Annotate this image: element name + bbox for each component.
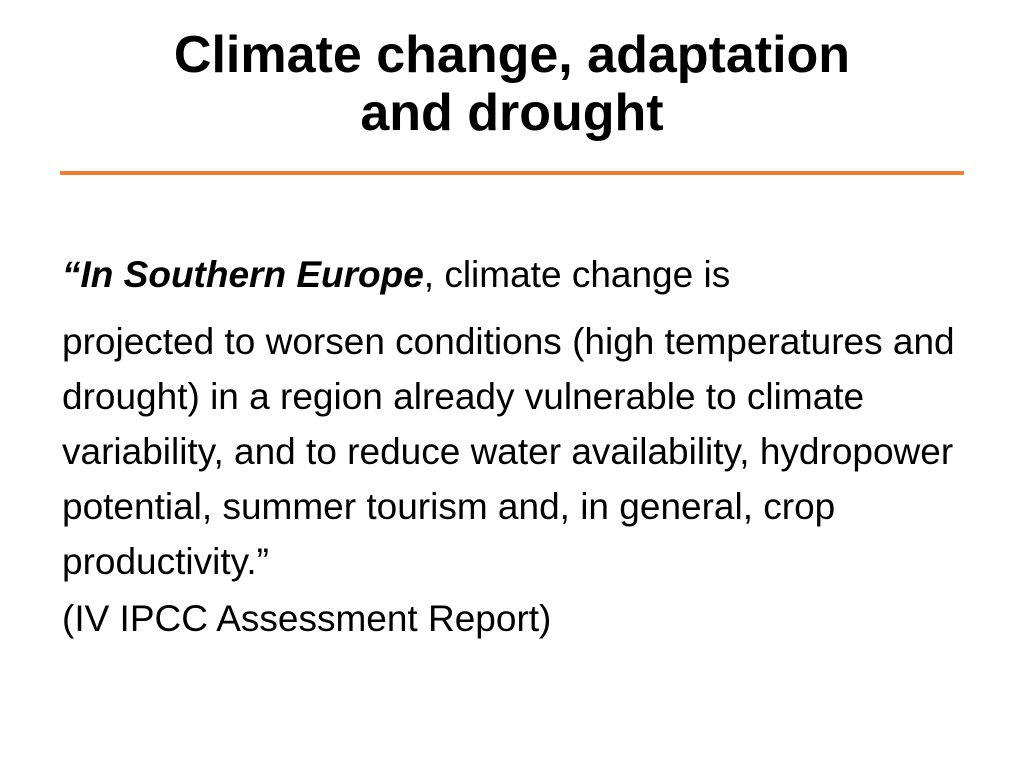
slide-title-line-2: and drought (360, 84, 664, 142)
slide-title-line-1: Climate change, adaptation (173, 26, 851, 84)
quote-body: projected to worsen conditions (high tem… (62, 321, 955, 582)
title-divider (60, 171, 964, 175)
slide-title: Climate change, adaptation and drought (60, 26, 964, 142)
slide-body: “In Southern Europe, climate change is p… (62, 247, 962, 646)
quote-lead-emphasis: “In Southern Europe (62, 254, 424, 295)
citation: (IV IPCC Assessment Report) (62, 598, 552, 639)
quote-lead-line: “In Southern Europe, climate change is (62, 247, 962, 302)
quote-lead-rest: , climate change is (423, 254, 731, 295)
